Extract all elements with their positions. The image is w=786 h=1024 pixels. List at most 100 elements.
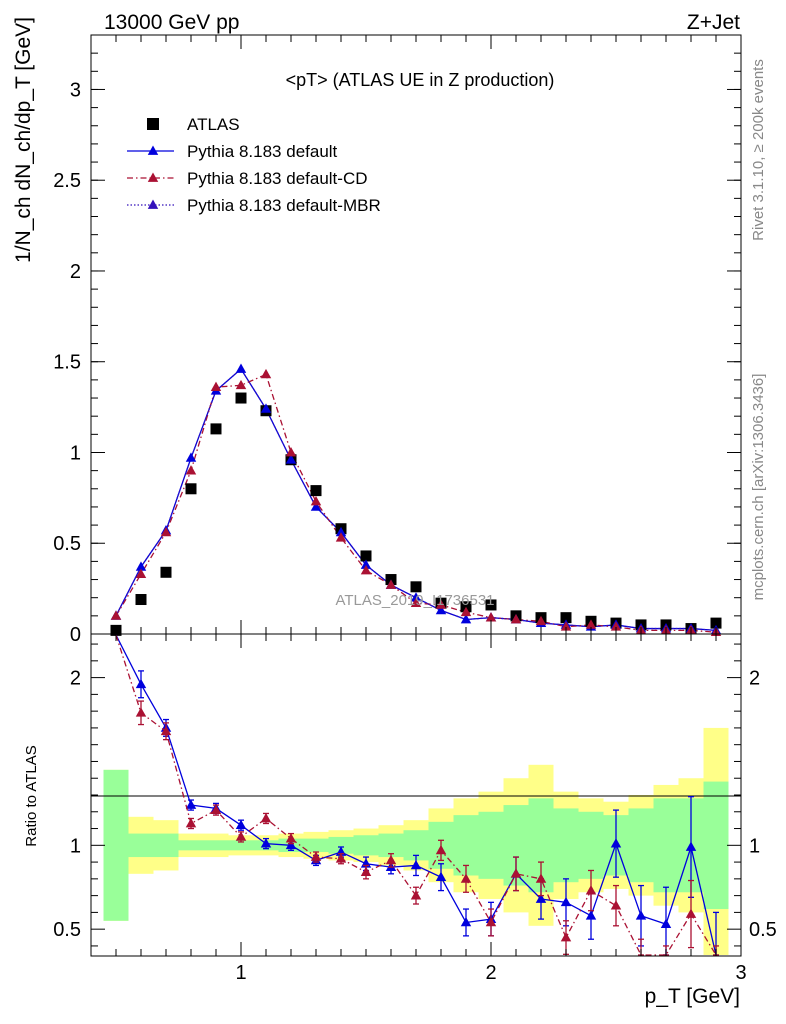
ratio-series-1-point xyxy=(435,844,447,855)
legend-marker-1 xyxy=(147,145,159,155)
ratio-stat-uncertainty-band xyxy=(128,833,154,858)
series-1-point xyxy=(460,613,472,624)
ratio-stat-uncertainty-band xyxy=(653,798,679,893)
ratio-series-0-point xyxy=(535,893,547,903)
ratio-series-0-point xyxy=(635,910,647,920)
ratio-stat-uncertainty-band xyxy=(228,840,254,851)
ratio-series-0-point xyxy=(610,838,622,848)
atlas-data-point xyxy=(185,483,197,495)
ratio-series-1-point xyxy=(185,818,197,828)
series-2-point xyxy=(610,621,622,631)
series-1-point xyxy=(410,592,422,602)
ratio-stat-uncertainty-band xyxy=(578,811,604,879)
series-1-point xyxy=(235,363,247,373)
ratio-series-layer xyxy=(115,634,719,956)
ratio-series-0-point xyxy=(660,918,672,928)
legend-label-2: Pythia 8.183 default-CD xyxy=(187,169,368,188)
legend-marker-2 xyxy=(147,172,159,182)
x-tick-label: 2 xyxy=(485,962,496,984)
ratio-series-1-point xyxy=(460,873,472,883)
ratio-stat-uncertainty-band xyxy=(628,808,654,883)
series-2-point xyxy=(310,495,322,506)
series-2-point xyxy=(185,465,197,475)
ratio-stat-uncertainty-band xyxy=(353,835,379,856)
series-2-point xyxy=(160,526,172,537)
ratio-series-0-point xyxy=(585,910,597,920)
y-tick-label: 3 xyxy=(70,79,81,101)
ratio-series-1-point xyxy=(410,890,422,900)
ratio-series-0-point xyxy=(135,678,147,689)
y-tick-label: 0.5 xyxy=(53,533,81,555)
ratio-stat-uncertainty-band xyxy=(478,811,504,879)
ratio-stat-uncertainty-band xyxy=(178,840,204,851)
ratio-stat-uncertainty-band xyxy=(103,769,129,921)
y-tick-label: 1 xyxy=(70,442,81,464)
series-2-point xyxy=(460,606,472,617)
y-tick-label: 2 xyxy=(70,261,81,283)
series-2-point xyxy=(110,610,122,620)
ratio-series-0-point xyxy=(410,859,422,870)
x-tick-label: 3 xyxy=(735,962,746,984)
series-1-point xyxy=(435,604,447,615)
series-2-point xyxy=(535,615,547,626)
atlas-data-point xyxy=(210,423,222,435)
ratio-y-tick-label: 1 xyxy=(70,835,81,857)
main-axis-ticks: 0 0.5 1 1.5 2 2.5 3 xyxy=(53,35,742,646)
series-2-point xyxy=(485,612,497,622)
atlas-data-point xyxy=(310,485,322,497)
rivet-side-label: Rivet 3.1.10, ≥ 200k events xyxy=(750,59,767,241)
ratio-stat-uncertainty-band xyxy=(203,840,229,851)
ratio-series-0-point xyxy=(460,916,472,927)
series-2-point xyxy=(135,568,147,578)
main-title: <pT> (ATLAS UE in Z production) xyxy=(286,70,555,90)
series-2-point xyxy=(385,579,397,589)
series-2-point xyxy=(410,597,422,607)
ratio-series-0-point xyxy=(260,838,272,848)
atlas-data-point xyxy=(160,566,172,578)
series-1-point xyxy=(185,452,197,462)
ratio-stat-uncertainty-band xyxy=(153,833,179,858)
ratio-series-1-point xyxy=(610,900,622,910)
series-2-point xyxy=(235,379,247,390)
ratio-series-1-point xyxy=(335,853,347,863)
ratio-y-tick-label: 0.5 xyxy=(53,919,81,941)
watermark-label: ATLAS_2019_I1736531 xyxy=(335,592,494,609)
ratio-series-1-point xyxy=(585,885,597,895)
ratio-stat-uncertainty-band xyxy=(328,836,354,854)
ratio-series-0-point xyxy=(435,871,447,882)
ratio-series-1-point xyxy=(360,866,372,876)
ratio-series-0-point xyxy=(235,819,247,830)
ratio-stat-uncertainty-band xyxy=(303,838,329,853)
series-2-point xyxy=(360,564,372,575)
y-tick-label: 1.5 xyxy=(53,352,81,374)
ratio-stat-uncertainty-band xyxy=(553,808,579,883)
y-tick-label: 0 xyxy=(70,624,81,646)
legend-label-0: ATLAS xyxy=(187,115,240,134)
ratio-y-axis-label: Ratio to ATLAS xyxy=(23,745,40,846)
ratio-series-1-point xyxy=(135,707,147,717)
ratio-series-1-point xyxy=(535,873,547,883)
main-y-axis-label: 1/N_ch dN_ch/dp_T [GeV] xyxy=(12,17,35,263)
mcplots-side-label: mcplots.cern.ch [arXiv:1306.3436] xyxy=(750,374,767,601)
ratio-series-1-point xyxy=(310,851,322,861)
header-right-label: Z+Jet xyxy=(687,11,740,34)
atlas-data-point xyxy=(360,550,372,562)
legend-marker-atlas xyxy=(147,118,159,130)
ratio-series-1-point xyxy=(260,812,272,823)
series-2-point xyxy=(510,613,522,624)
ratio-series-0-point xyxy=(285,839,297,850)
ratio-series-1-point xyxy=(285,833,297,843)
series-2-point xyxy=(210,381,222,391)
ratio-series-1-point xyxy=(385,854,397,865)
ratio-series-1-point xyxy=(160,725,172,736)
series-1-point xyxy=(260,403,272,413)
atlas-data-point xyxy=(560,612,572,624)
series-2-point xyxy=(335,532,347,542)
legend-label-3: Pythia 8.183 default-MBR xyxy=(187,196,381,215)
ratio-series-1-point xyxy=(685,908,697,918)
atlas-data-point xyxy=(135,594,147,606)
ratio-stat-uncertainty-band xyxy=(703,781,729,910)
atlas-data-point xyxy=(235,392,247,404)
ratio-series-0-point xyxy=(185,799,197,809)
